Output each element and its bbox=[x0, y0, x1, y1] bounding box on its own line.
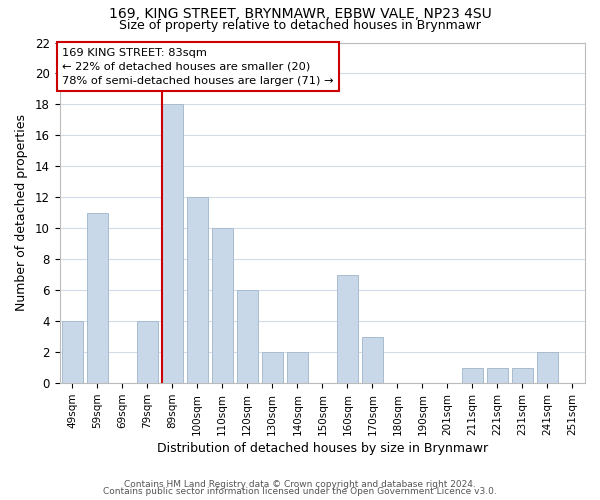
Bar bbox=[161, 104, 183, 383]
Bar bbox=[362, 336, 383, 383]
Text: 169, KING STREET, BRYNMAWR, EBBW VALE, NP23 4SU: 169, KING STREET, BRYNMAWR, EBBW VALE, N… bbox=[109, 8, 491, 22]
Bar bbox=[86, 213, 108, 383]
Bar bbox=[137, 322, 158, 383]
Bar bbox=[262, 352, 283, 383]
Text: Contains public sector information licensed under the Open Government Licence v3: Contains public sector information licen… bbox=[103, 488, 497, 496]
Bar bbox=[62, 322, 83, 383]
Bar bbox=[487, 368, 508, 383]
Bar bbox=[462, 368, 483, 383]
Bar bbox=[512, 368, 533, 383]
Bar bbox=[337, 275, 358, 383]
Y-axis label: Number of detached properties: Number of detached properties bbox=[15, 114, 28, 312]
Bar bbox=[287, 352, 308, 383]
Text: Contains HM Land Registry data © Crown copyright and database right 2024.: Contains HM Land Registry data © Crown c… bbox=[124, 480, 476, 489]
Bar bbox=[537, 352, 558, 383]
Text: 169 KING STREET: 83sqm
← 22% of detached houses are smaller (20)
78% of semi-det: 169 KING STREET: 83sqm ← 22% of detached… bbox=[62, 48, 334, 86]
Bar bbox=[187, 198, 208, 383]
Bar bbox=[236, 290, 258, 383]
Text: Size of property relative to detached houses in Brynmawr: Size of property relative to detached ho… bbox=[119, 18, 481, 32]
Bar bbox=[212, 228, 233, 383]
X-axis label: Distribution of detached houses by size in Brynmawr: Distribution of detached houses by size … bbox=[157, 442, 488, 455]
